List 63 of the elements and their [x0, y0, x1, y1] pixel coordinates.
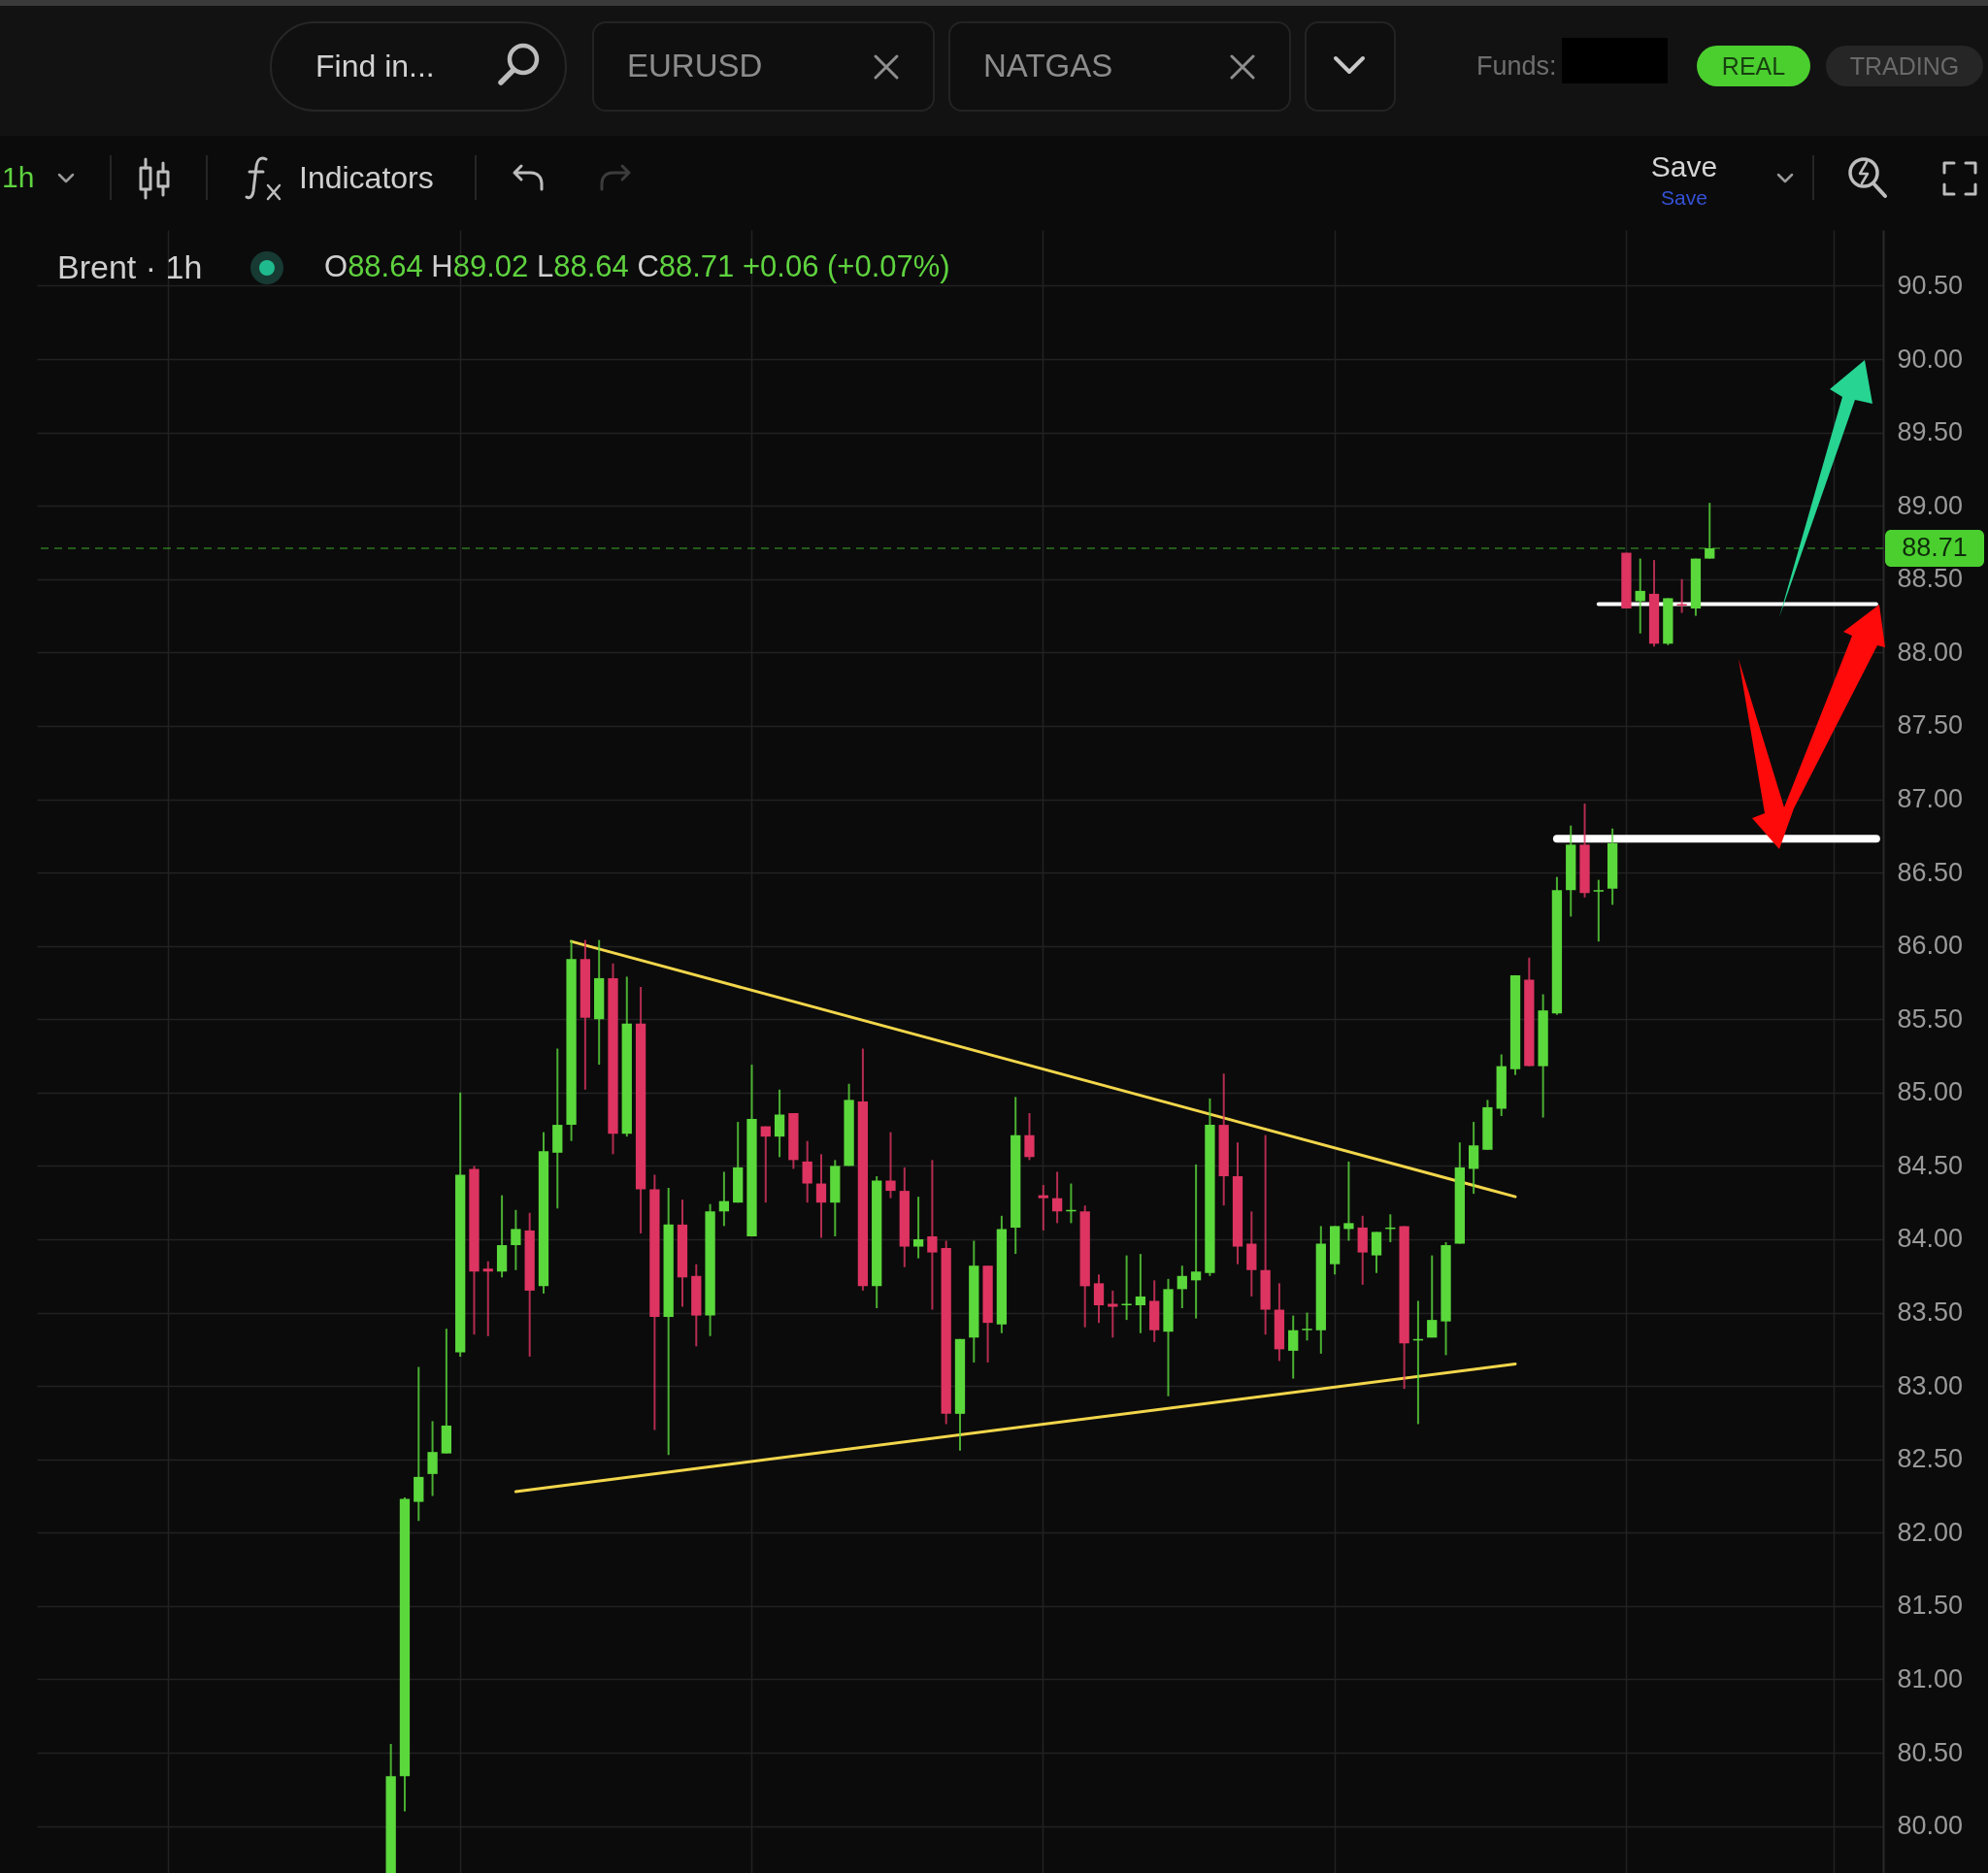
candlestick [427, 1420, 438, 1497]
text: 1h [2, 160, 35, 195]
y-tick-label: 84.00 [1897, 1224, 1964, 1254]
candlestick [1288, 1314, 1299, 1380]
candlestick [927, 1159, 938, 1311]
y-tick-label: 88.00 [1897, 637, 1964, 667]
y-tick-label: 81.00 [1897, 1663, 1964, 1693]
y-tick-label: 87.00 [1897, 784, 1964, 813]
candlestick [1427, 1254, 1438, 1339]
text: O88.64 H89.02 L88.64 C88.71 +0.06 (+0.07%) [324, 249, 950, 284]
candlestick [1190, 1163, 1202, 1320]
candlestick [1135, 1253, 1146, 1334]
y-tick-label: 84.50 [1897, 1150, 1964, 1180]
y-tick-label: 83.50 [1897, 1298, 1964, 1328]
candlestick [1593, 878, 1604, 943]
ref-line-label: 88.71 [1902, 533, 1968, 563]
y-tick-label: 87.50 [1897, 710, 1964, 740]
y-tick-label: 80.50 [1897, 1737, 1964, 1767]
text: Brent · 1h [57, 246, 203, 287]
y-tick-label: 89.50 [1897, 417, 1964, 447]
candlestick [1038, 1184, 1048, 1232]
y-tick-label: 85.00 [1897, 1077, 1964, 1107]
y-tick-label: 81.50 [1897, 1591, 1964, 1621]
candlestick [802, 1139, 812, 1204]
text: Save [1661, 185, 1707, 211]
text: TRADING [1849, 51, 1960, 81]
text: EURUSD [627, 47, 763, 85]
y-tick-label: 90.50 [1897, 270, 1964, 300]
text: NATGAS [983, 47, 1113, 85]
y-tick-label: 88.50 [1897, 564, 1964, 594]
candlestick [912, 1196, 924, 1260]
text: Find in... [315, 47, 435, 85]
candlestick [1051, 1170, 1063, 1225]
text: Funds: [1476, 49, 1557, 82]
candlestick [885, 1131, 896, 1199]
y-tick-label: 80.00 [1897, 1811, 1964, 1841]
candlestick [511, 1208, 521, 1271]
y-tick-label: 90.00 [1897, 344, 1964, 374]
candlestick [1676, 577, 1687, 614]
candlestick [815, 1153, 827, 1239]
candlestick [1635, 557, 1645, 635]
y-tick-label: 82.00 [1897, 1517, 1964, 1547]
y-tick-label: 86.00 [1897, 931, 1964, 961]
candlestick [1024, 1111, 1035, 1162]
candlestick [1093, 1273, 1105, 1325]
candlestick [1302, 1311, 1312, 1342]
candlestick [774, 1088, 785, 1159]
text: Indicators [299, 158, 434, 197]
candlestick [760, 1125, 771, 1204]
candlestick [482, 1260, 493, 1337]
y-tick-label: 83.00 [1897, 1370, 1964, 1400]
candlestick [1705, 502, 1715, 560]
candlestick [1121, 1254, 1132, 1322]
text: REAL [1721, 51, 1786, 81]
candlestick [1108, 1289, 1118, 1339]
candlestick [1343, 1160, 1354, 1242]
candlestick [718, 1170, 730, 1228]
y-tick-label: 89.00 [1897, 490, 1964, 520]
text: Save [1650, 149, 1718, 184]
y-tick-label: 86.50 [1897, 857, 1964, 887]
y-tick-label: 85.50 [1897, 1003, 1964, 1034]
candlestick [1176, 1265, 1187, 1310]
y-tick-label: 82.50 [1897, 1444, 1964, 1474]
